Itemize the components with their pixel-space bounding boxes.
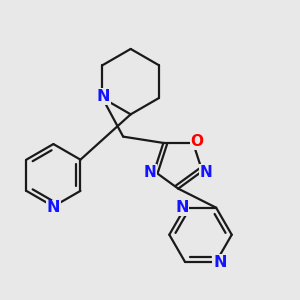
Text: N: N (144, 165, 157, 180)
Text: O: O (190, 134, 203, 149)
Text: N: N (97, 89, 110, 104)
Text: N: N (213, 255, 227, 270)
Text: N: N (200, 165, 212, 180)
Text: N: N (175, 200, 189, 215)
Text: N: N (47, 200, 60, 215)
